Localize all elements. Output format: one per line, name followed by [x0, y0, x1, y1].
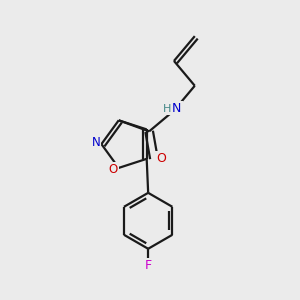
- Text: N: N: [172, 102, 182, 115]
- Text: N: N: [92, 136, 100, 149]
- Text: F: F: [145, 259, 152, 272]
- Text: O: O: [109, 163, 118, 176]
- Text: H: H: [162, 104, 171, 114]
- Text: O: O: [156, 152, 166, 165]
